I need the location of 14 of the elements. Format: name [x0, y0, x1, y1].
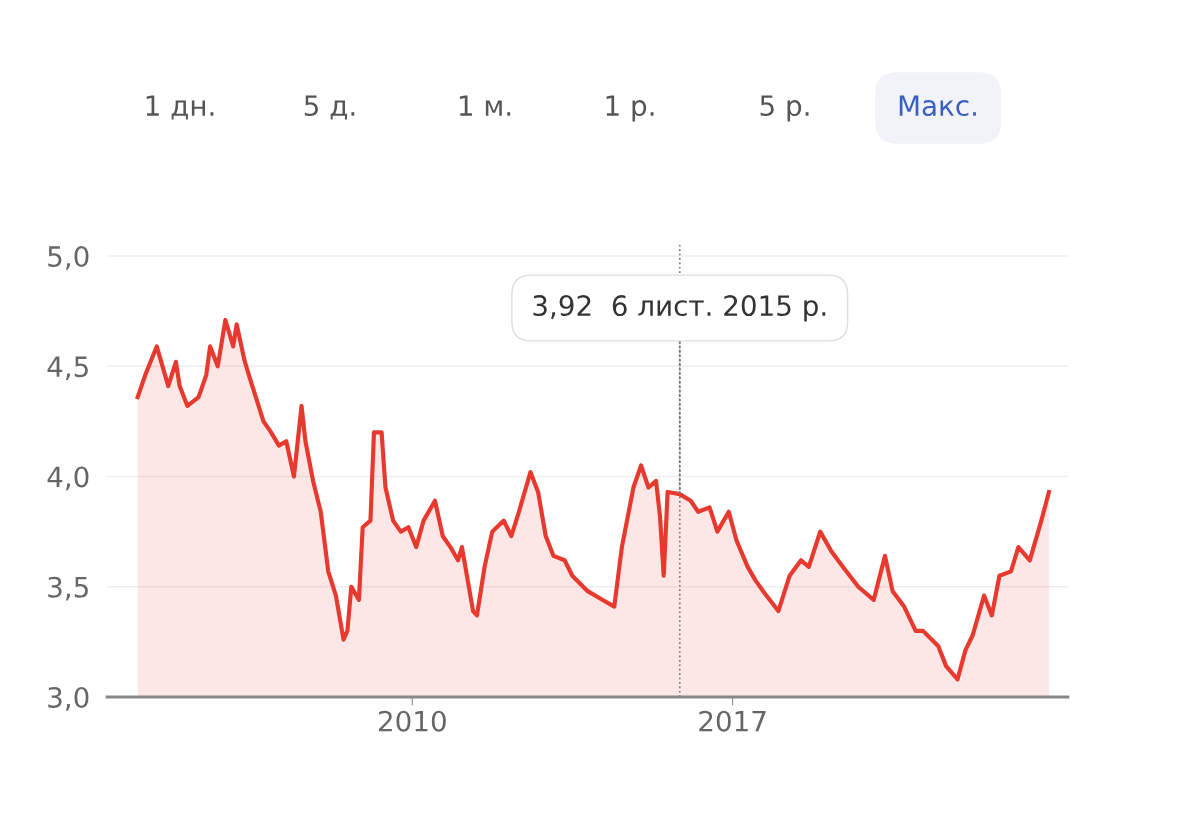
y-tick-label: 4,5 — [47, 356, 88, 381]
annotation: 3,92 6 лист. 2015 р. — [533, 295, 826, 322]
x-tick-label: 2010 — [378, 710, 446, 732]
text: 1 р. — [606, 95, 654, 122]
x-tick-label: 2017 — [699, 710, 766, 732]
text: 1 м. — [459, 95, 511, 116]
y-tick-label: 3,0 — [48, 686, 89, 711]
y-tick-label: 5,0 — [48, 245, 89, 270]
text: 1 дн. — [146, 95, 214, 120]
y-tick-label: 4,0 — [47, 466, 89, 491]
text: 5 д. — [304, 95, 355, 120]
y-tick-label: 3,5 — [48, 576, 88, 601]
text: Макс. — [899, 95, 976, 117]
text: 5 р. — [760, 95, 809, 122]
